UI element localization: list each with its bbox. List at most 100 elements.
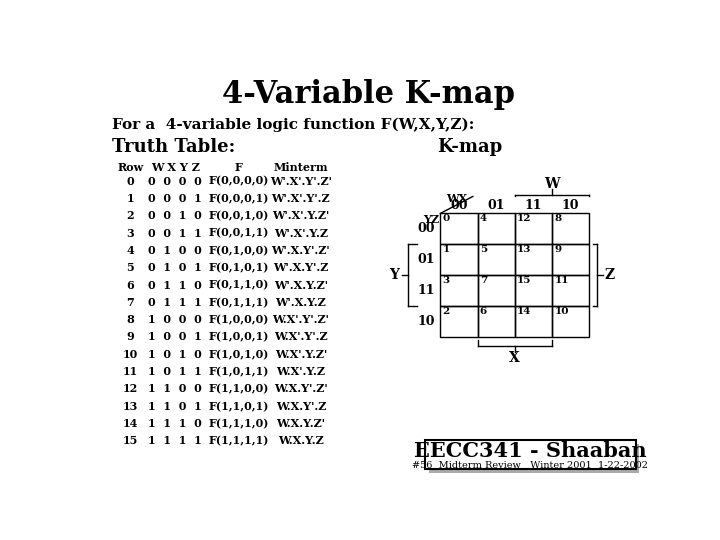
Text: 7: 7 (480, 276, 487, 285)
Text: 4: 4 (480, 214, 487, 224)
Bar (552, 306, 589, 336)
Text: F(1,0,0,0): F(1,0,0,0) (209, 314, 269, 325)
Text: 12: 12 (122, 383, 138, 394)
Text: Row: Row (117, 161, 143, 173)
Text: Z: Z (604, 268, 614, 282)
Bar (477, 244, 515, 275)
Text: F(0,1,0,1): F(0,1,0,1) (209, 262, 269, 273)
Text: 2: 2 (127, 210, 134, 221)
Text: 2: 2 (443, 307, 450, 316)
Text: 0  0  1  1: 0 0 1 1 (148, 227, 202, 239)
Text: 12: 12 (517, 214, 531, 224)
Text: 5: 5 (127, 262, 134, 273)
Text: 10: 10 (418, 315, 435, 328)
Text: 11: 11 (122, 366, 138, 377)
Text: 1  1  0  0: 1 1 0 0 (148, 383, 202, 394)
Text: W'.X'.Y'.Z: W'.X'.Y'.Z (271, 193, 330, 204)
Bar (552, 244, 589, 275)
Text: F(1,1,0,1): F(1,1,0,1) (209, 401, 269, 412)
Text: 3: 3 (443, 276, 450, 285)
Text: YZ: YZ (423, 214, 439, 225)
Text: F(1,0,1,0): F(1,0,1,0) (209, 349, 269, 360)
Text: Truth Table:: Truth Table: (112, 138, 235, 156)
Text: 1  1  1  0: 1 1 1 0 (148, 418, 202, 429)
Text: 1  1  0  1: 1 1 0 1 (148, 401, 202, 412)
Text: 0  1  1  0: 0 1 1 0 (148, 280, 202, 291)
Text: WX: WX (446, 192, 467, 204)
Text: F(0,0,1,0): F(0,0,1,0) (209, 210, 269, 221)
Text: W: W (544, 177, 559, 191)
Text: 00: 00 (450, 199, 468, 212)
Text: 0  0  1  0: 0 0 1 0 (148, 210, 202, 221)
Text: X: X (509, 351, 520, 365)
Bar (441, 244, 477, 275)
Text: 9: 9 (554, 245, 562, 254)
Text: 11: 11 (418, 284, 435, 297)
Text: For a  4-variable logic function F(W,X,Y,Z):: For a 4-variable logic function F(W,X,Y,… (112, 118, 474, 132)
Text: 1  0  0  0: 1 0 0 0 (148, 314, 202, 325)
Text: 11: 11 (525, 199, 542, 212)
Text: 11: 11 (554, 276, 569, 285)
Bar (477, 275, 515, 306)
Text: 0  0  0  0: 0 0 0 0 (148, 176, 202, 186)
Text: W'.X'.Y'.Z': W'.X'.Y'.Z' (270, 176, 332, 186)
Text: 4-Variable K-map: 4-Variable K-map (222, 78, 516, 110)
Text: 0: 0 (443, 214, 450, 224)
Text: 0  1  0  0: 0 1 0 0 (148, 245, 202, 256)
Text: 9: 9 (127, 332, 134, 342)
Text: 14: 14 (122, 418, 138, 429)
Text: 1  0  1  0: 1 0 1 0 (148, 349, 202, 360)
Text: 0  1  1  1: 0 1 1 1 (148, 297, 202, 308)
Bar (441, 275, 477, 306)
Text: W.X.Y'.Z': W.X.Y'.Z' (274, 383, 328, 394)
Text: F(0,1,1,0): F(0,1,1,0) (209, 280, 269, 291)
Bar (441, 213, 477, 244)
Text: W.X'.Y.Z': W.X'.Y.Z' (274, 349, 327, 360)
Text: W.X'.Y.Z: W.X'.Y.Z (276, 366, 325, 377)
Text: 0  1  0  1: 0 1 0 1 (148, 262, 202, 273)
Text: 6: 6 (127, 280, 134, 291)
Text: 1  1  1  1: 1 1 1 1 (148, 435, 202, 447)
Bar (441, 306, 477, 336)
Text: Minterm: Minterm (274, 161, 328, 173)
Text: F(1,0,0,1): F(1,0,0,1) (209, 332, 269, 342)
Text: #56  Midterm Review   Winter 2001  1-22-2002: #56 Midterm Review Winter 2001 1-22-2002 (413, 461, 648, 470)
Text: W'.X.Y'.Z': W'.X.Y'.Z' (271, 245, 330, 256)
Text: F(0,1,1,1): F(0,1,1,1) (209, 297, 269, 308)
Text: W'.X'.Y.Z': W'.X'.Y.Z' (272, 210, 330, 221)
Text: F(1,1,1,1): F(1,1,1,1) (209, 435, 269, 447)
Text: W.X.Y.Z': W.X.Y.Z' (276, 418, 325, 429)
Text: EECC341 - Shaaban: EECC341 - Shaaban (414, 441, 647, 461)
Bar (515, 244, 552, 275)
Text: F(0,1,0,0): F(0,1,0,0) (209, 245, 269, 256)
Text: 5: 5 (480, 245, 487, 254)
Text: 01: 01 (487, 199, 505, 212)
Text: F(0,0,0,1): F(0,0,0,1) (209, 193, 269, 204)
Text: W'.X.Y.Z: W'.X.Y.Z (276, 297, 326, 308)
Bar (552, 213, 589, 244)
Text: 6: 6 (480, 307, 487, 316)
Text: 15: 15 (517, 276, 531, 285)
Bar (477, 213, 515, 244)
Text: W.X.Y'.Z: W.X.Y'.Z (276, 401, 326, 412)
Text: 3: 3 (127, 227, 134, 239)
Text: 7: 7 (127, 297, 134, 308)
Text: W'.X'.Y.Z: W'.X'.Y.Z (274, 227, 328, 239)
Text: 10: 10 (562, 199, 580, 212)
Text: K-map: K-map (437, 138, 503, 156)
Text: 00: 00 (418, 222, 435, 235)
Text: F(0,0,0,0): F(0,0,0,0) (209, 176, 269, 186)
Bar (477, 306, 515, 336)
Bar (428, 444, 639, 473)
Text: 10: 10 (554, 307, 569, 316)
Text: 1: 1 (127, 193, 134, 204)
Text: W'.X.Y.Z': W'.X.Y.Z' (274, 280, 328, 291)
Text: 15: 15 (122, 435, 138, 447)
Text: 10: 10 (122, 349, 138, 360)
Bar (425, 440, 636, 469)
Text: F: F (235, 161, 243, 173)
Text: 01: 01 (418, 253, 435, 266)
Bar (515, 213, 552, 244)
Text: W X Y Z: W X Y Z (150, 161, 199, 173)
Text: 13: 13 (517, 245, 531, 254)
